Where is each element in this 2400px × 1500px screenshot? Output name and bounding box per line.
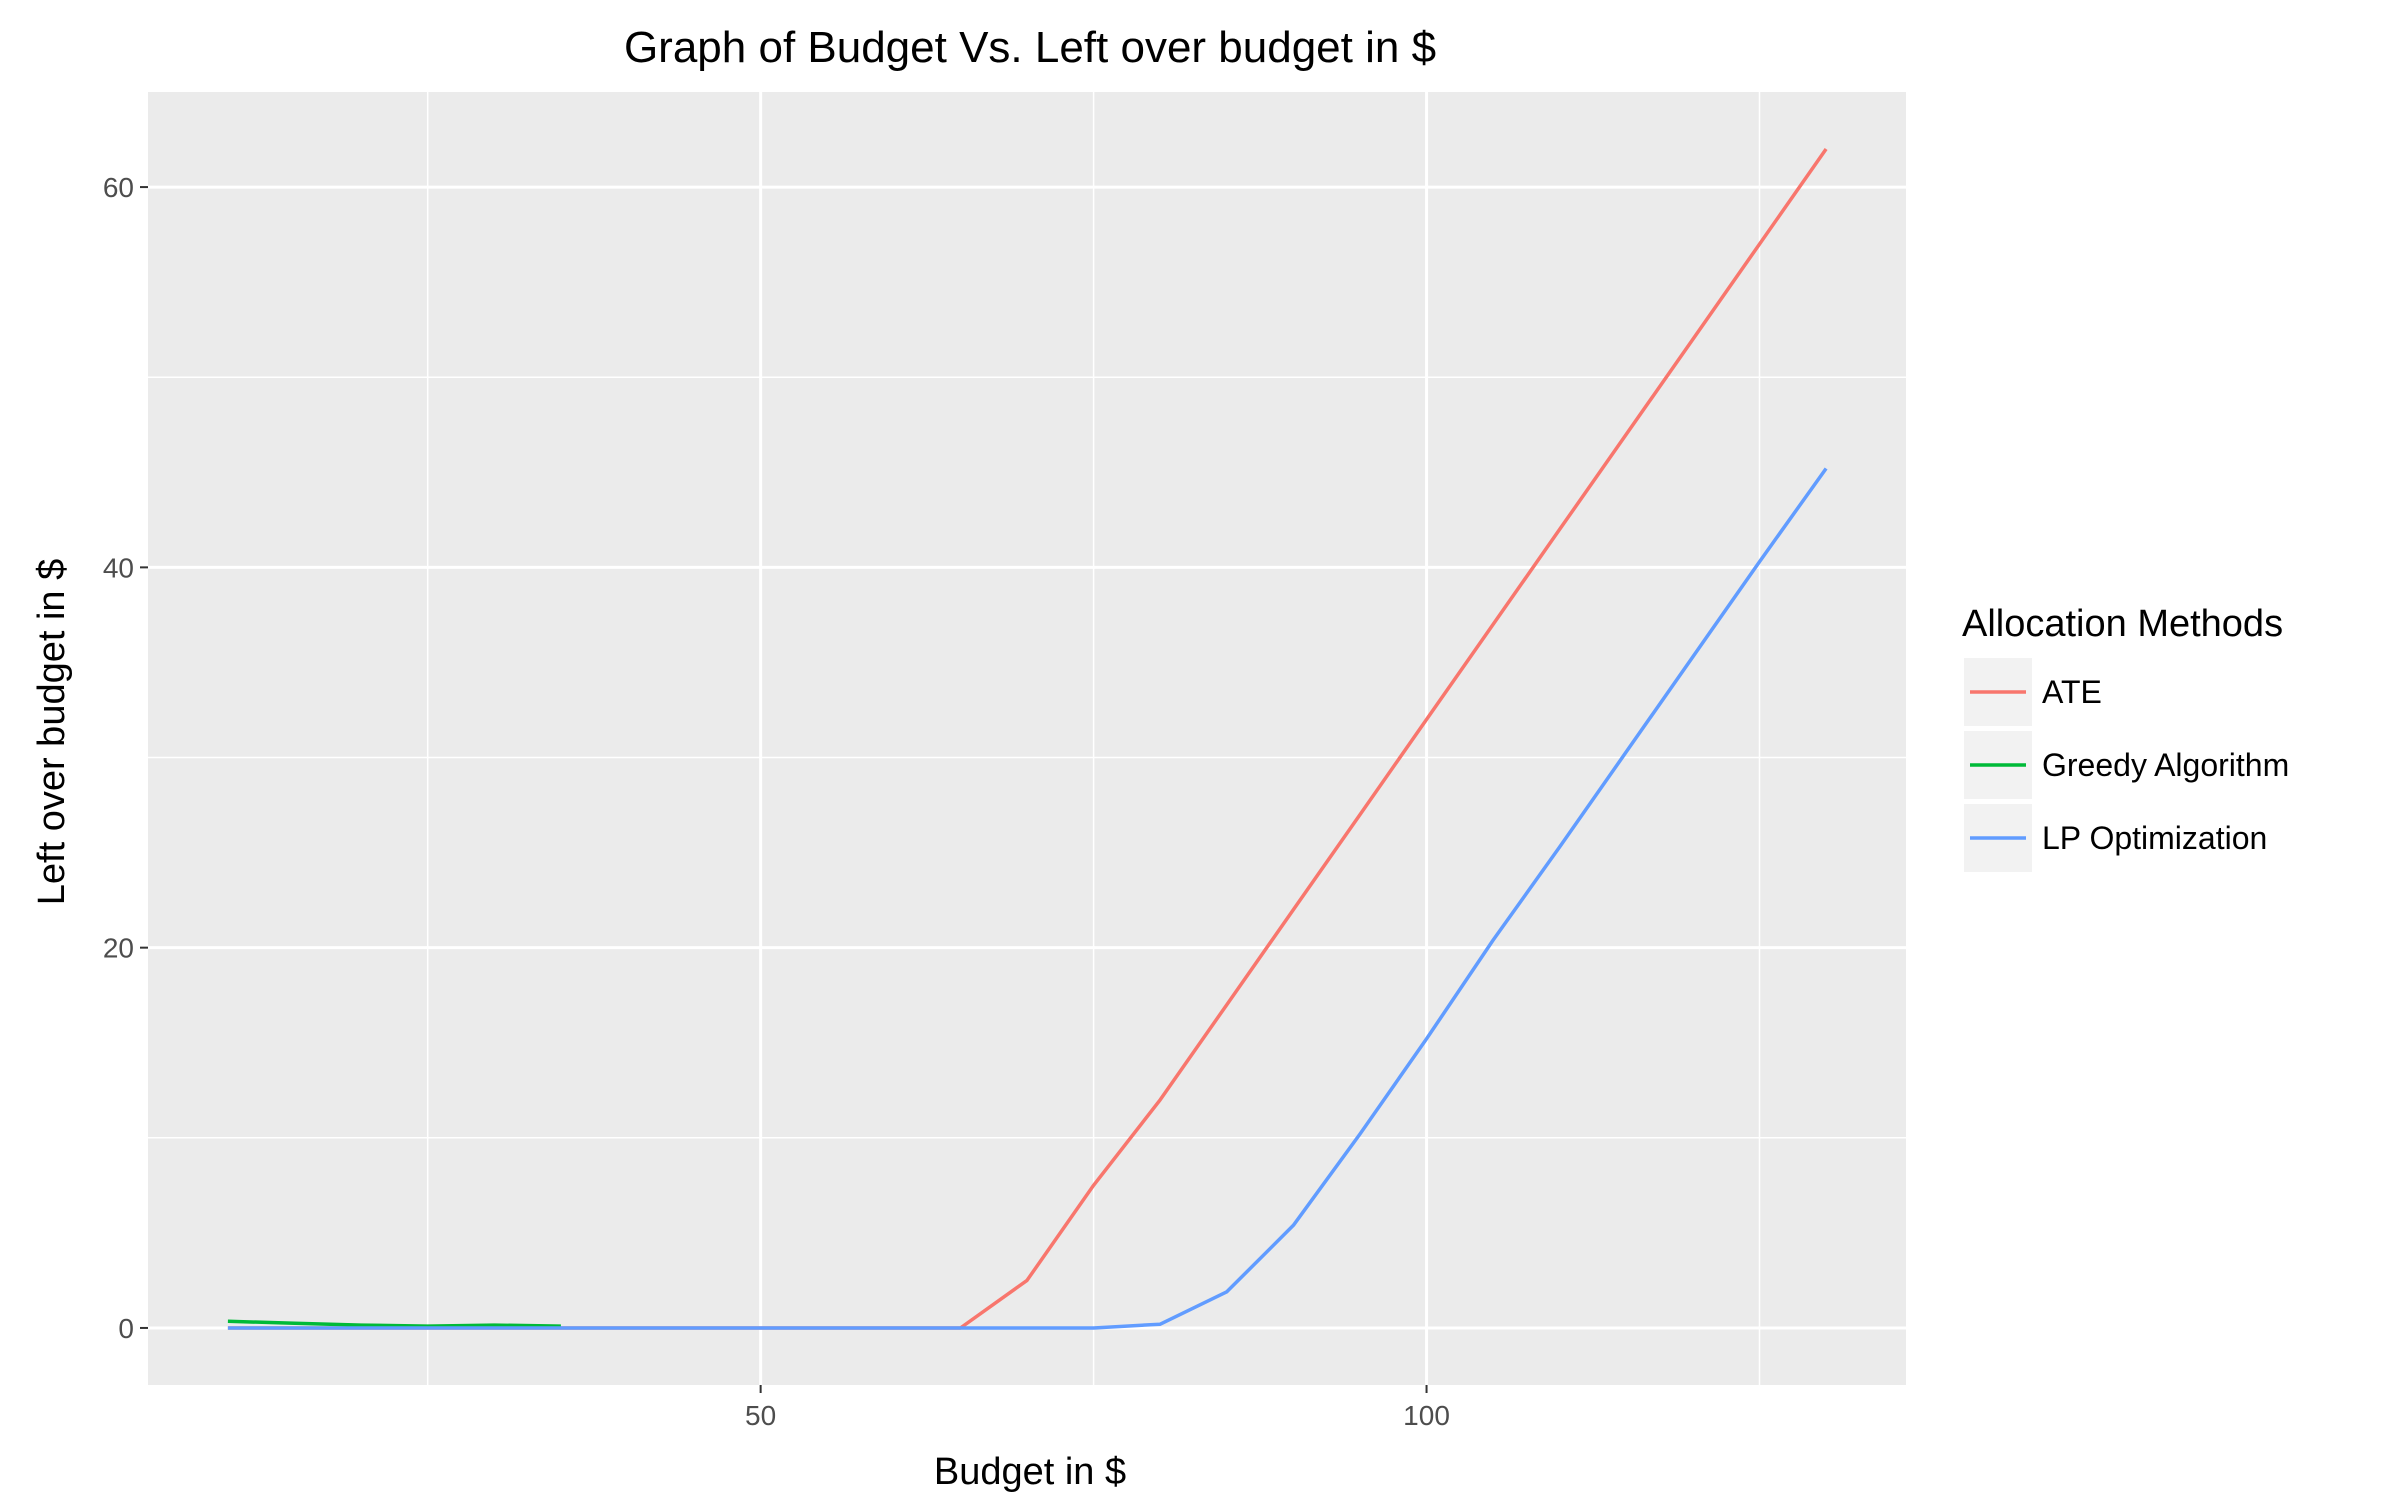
x-tick-label: 100 — [1403, 1400, 1450, 1431]
minor-gridlines — [148, 92, 1906, 1385]
y-tick-label: 60 — [103, 172, 134, 203]
legend-label: LP Optimization — [2042, 820, 2267, 856]
axis-ticks: 50 100 0 20 40 60 — [103, 172, 1450, 1431]
y-axis-title: Left over budget in $ — [31, 559, 73, 905]
legend-title: Allocation Methods — [1962, 603, 2283, 645]
legend-label: ATE — [2042, 674, 2102, 710]
chart-title: Graph of Budget Vs. Left over budget in … — [624, 23, 1436, 72]
x-axis-title: Budget in $ — [934, 1451, 1126, 1493]
y-tick-label: 40 — [103, 552, 134, 583]
x-tick-label: 50 — [745, 1400, 776, 1431]
legend-label: Greedy Algorithm — [2042, 747, 2289, 783]
y-tick-label: 20 — [103, 933, 134, 964]
legend: Allocation Methods ATE Greedy Algorithm LP… — [1962, 603, 2289, 872]
series-lines — [227, 147, 1828, 1330]
series-line-lp-optimization — [227, 467, 1828, 1330]
plot-panel — [148, 92, 1906, 1385]
y-tick-label: 0 — [118, 1313, 134, 1344]
series-line-greedy-algorithm — [227, 1319, 561, 1328]
